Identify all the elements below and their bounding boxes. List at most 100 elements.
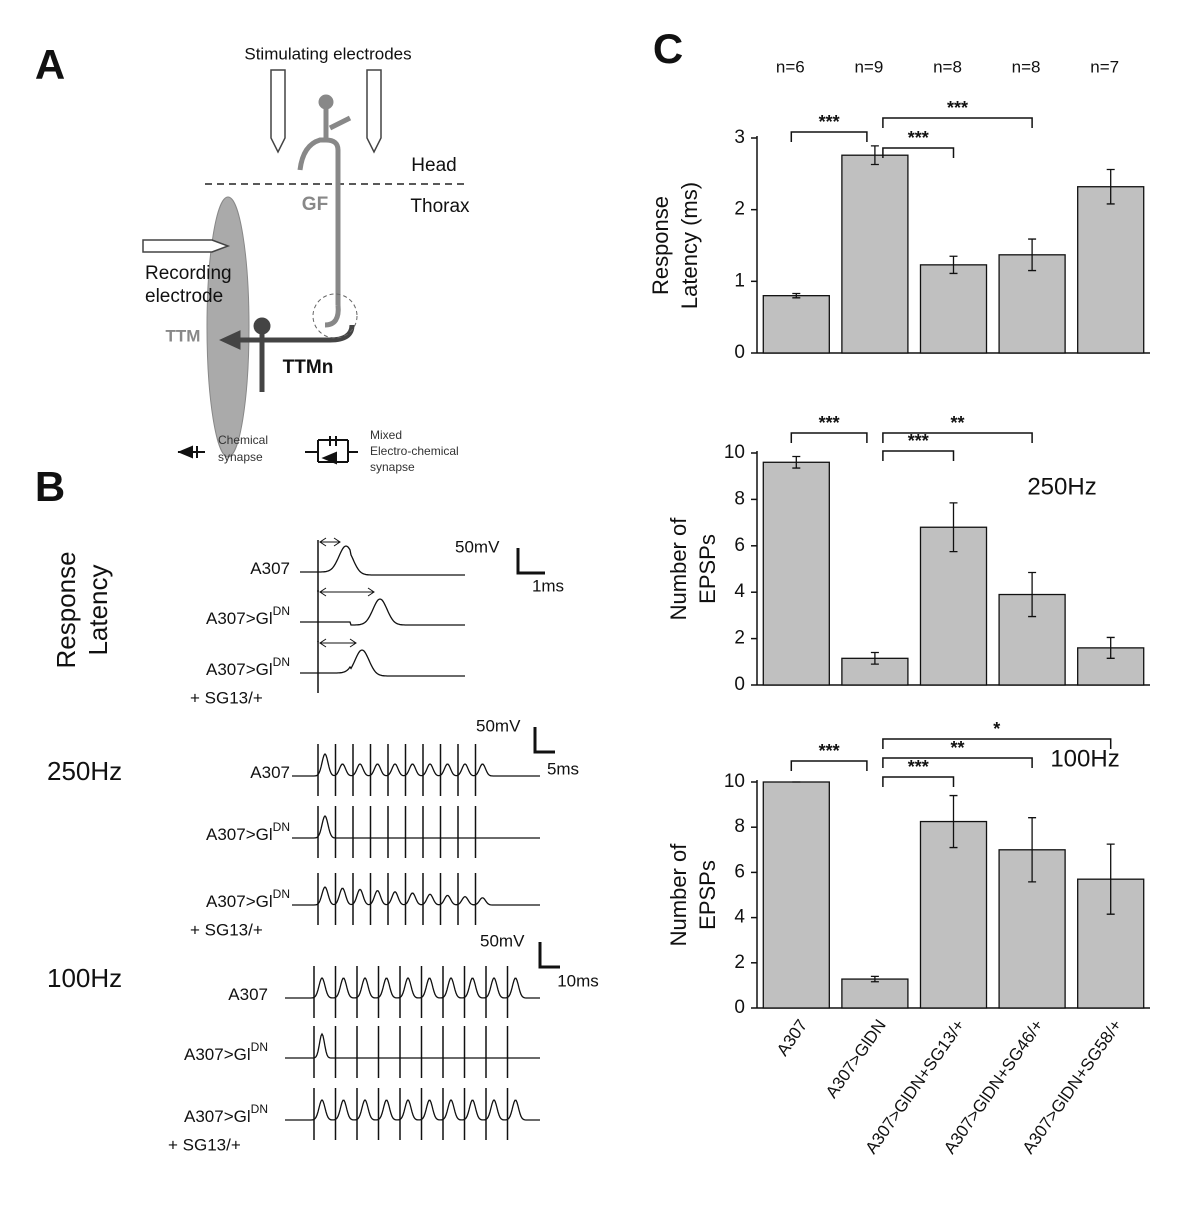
significance-bracket: [790, 432, 868, 443]
scale-label: 50mV: [455, 537, 500, 556]
trace: [285, 977, 540, 999]
significance-label: ***: [819, 112, 840, 132]
trace-label: A307>GlDN: [184, 1040, 268, 1064]
legend-chemical: [177, 445, 205, 459]
trace: [292, 814, 540, 839]
y-tick-label: 8: [734, 816, 745, 837]
diagram: Stimulating electrodes Head Thorax Recor…: [142, 44, 470, 474]
error-bar: [792, 455, 801, 469]
significance-bracket: [790, 760, 868, 771]
y-axis-label: Number of: [666, 517, 691, 621]
n-label: n=7: [1090, 57, 1119, 76]
trace-name: A307: [228, 985, 268, 1004]
trace-sup: DN: [273, 820, 290, 834]
y-axis-label: Latency (ms): [677, 182, 702, 309]
scale-label: 5ms: [547, 759, 579, 778]
muscle: [206, 196, 250, 458]
panel-label: C: [653, 25, 683, 72]
scale-label: 50mV: [480, 931, 525, 950]
latency-arrow: [319, 537, 341, 547]
bar: [841, 978, 909, 1009]
trace-note: + SG13/+: [190, 688, 263, 707]
panel-label: B: [35, 463, 65, 510]
diagram-label: Head: [411, 155, 456, 176]
ttmn-neuron: [219, 317, 355, 392]
diagram-label: TTMn: [283, 357, 334, 378]
significance-bracket: [882, 432, 1033, 443]
trace: [292, 752, 540, 777]
bar: [919, 526, 988, 686]
trace-name: A307>Gl: [206, 892, 273, 911]
error-bar: [870, 651, 879, 665]
y-tick-label: 4: [734, 907, 745, 928]
error-bar: [1106, 168, 1115, 205]
trace-sup: DN: [273, 655, 290, 669]
significance-label: ***: [819, 413, 840, 433]
latency-arrow: [319, 587, 375, 597]
synapse-highlight: [312, 293, 358, 339]
legend-mixed: [305, 436, 358, 465]
significance-label: ***: [908, 128, 929, 148]
significance-bracket: [882, 738, 1112, 749]
row-title: Latency: [83, 564, 113, 655]
bar: [762, 781, 830, 1009]
error-bar: [1028, 817, 1037, 883]
significance-bracket: [882, 147, 955, 158]
legend-text: Mixed: [370, 428, 402, 442]
significance-label: **: [950, 738, 964, 758]
diagram-label: Recording: [145, 263, 232, 284]
y-tick-label: 0: [734, 997, 745, 1018]
significance-bracket: [882, 117, 1033, 128]
trace-label: A307: [250, 559, 290, 578]
y-tick-label: 0: [734, 674, 745, 695]
trace-name: A307>Gl: [184, 1045, 251, 1064]
trace-note: + SG13/+: [168, 1135, 241, 1154]
electrode: [270, 69, 286, 154]
trace-label: A307>GlDN: [184, 1102, 268, 1126]
legend-text: Chemical: [218, 433, 268, 447]
scale-label: 10ms: [557, 971, 599, 990]
legend-text: Electro-chemical: [370, 444, 459, 458]
y-tick-label: 10: [724, 771, 745, 792]
trace: [285, 1032, 540, 1059]
bar: [762, 295, 830, 354]
gf-neuron: [297, 94, 352, 328]
significance-label: **: [950, 413, 964, 433]
trace-sup: DN: [251, 1040, 268, 1054]
bar: [762, 461, 830, 686]
significance-label: *: [993, 719, 1000, 739]
y-tick-label: 8: [734, 488, 745, 509]
x-tick-label: A307>GlDN: [822, 1016, 890, 1102]
y-tick-label: 10: [724, 442, 745, 463]
error-bar: [949, 502, 958, 553]
trace-label: A307>GlDN: [206, 604, 290, 628]
error-bar: [1028, 571, 1037, 618]
y-tick-label: 6: [734, 535, 745, 556]
error-bar: [870, 975, 879, 983]
diagram-label: TTM: [166, 326, 201, 345]
row-title: Response: [51, 551, 81, 668]
bar: [919, 820, 988, 1009]
y-axis-label: Number of: [666, 843, 691, 947]
trace: [300, 598, 465, 626]
trace: [300, 545, 465, 576]
n-label: n=9: [854, 57, 883, 76]
annotation: 100Hz: [1050, 745, 1119, 772]
trace-sup: DN: [273, 887, 290, 901]
latency-arrow: [319, 638, 357, 648]
trace: [292, 886, 540, 906]
trace-note: + SG13/+: [190, 920, 263, 939]
y-tick-label: 2: [734, 952, 745, 973]
significance-bracket: [882, 776, 955, 787]
error-bar: [870, 145, 879, 166]
y-axis-label: EPSPs: [695, 534, 720, 604]
diagram-label: electrode: [145, 286, 223, 307]
n-label: n=8: [933, 57, 962, 76]
trace-name: A307>Gl: [206, 660, 273, 679]
significance-bracket: [882, 450, 955, 461]
trace-sup: DN: [251, 1102, 268, 1116]
y-axis-label: EPSPs: [695, 860, 720, 930]
trace-name: A307: [250, 559, 290, 578]
bar: [919, 264, 988, 354]
trace-label: A307>GlDN: [206, 887, 290, 911]
